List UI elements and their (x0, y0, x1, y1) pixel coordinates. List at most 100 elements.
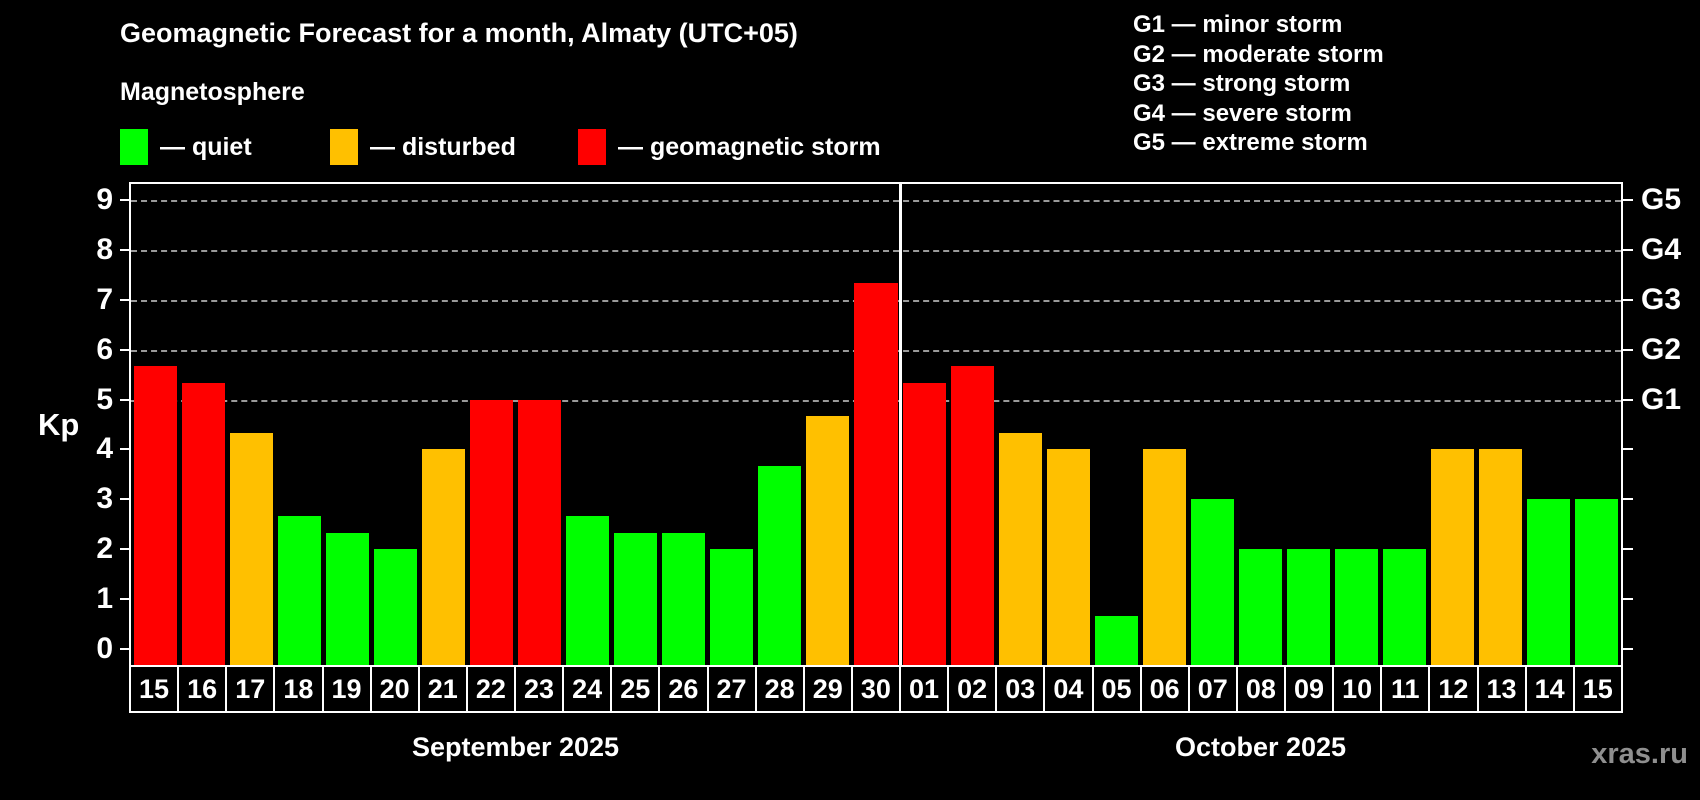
right-tick-4 (1623, 448, 1633, 451)
date-cell: 05 (1091, 667, 1140, 713)
right-tick-3 (1623, 498, 1633, 501)
date-cell: 22 (465, 667, 514, 713)
date-cell: 10 (1332, 667, 1381, 713)
kp-bar-october-01 (902, 383, 946, 665)
date-cell: 19 (321, 667, 370, 713)
date-cell: 21 (417, 667, 466, 713)
right-axis-label-g2: G2 (1641, 332, 1682, 366)
kp-bar-october-13 (1479, 449, 1523, 665)
legend-item-quiet: — quiet (120, 128, 252, 166)
kp-bar-october-12 (1431, 449, 1475, 665)
date-cell: 16 (177, 667, 226, 713)
right-tick-6 (1623, 348, 1633, 351)
month-label-october: October 2025 (1174, 732, 1347, 762)
right-axis-label-g5: G5 (1641, 183, 1682, 216)
kp-bar-september-28 (758, 465, 802, 665)
kp-bar-october-10 (1335, 549, 1379, 665)
y-tick-label-3: 3 (96, 482, 113, 516)
storm-color-swatch-icon (578, 129, 606, 165)
storm-scale-line-g2: G2 — moderate storm (1133, 40, 1384, 68)
kp-bar-september-29 (806, 416, 850, 665)
date-cell: 02 (947, 667, 996, 713)
y-tick-label-7: 7 (96, 282, 113, 316)
date-cell: 27 (706, 667, 755, 713)
kp-bar-october-08 (1238, 549, 1283, 665)
date-cell: 28 (754, 667, 803, 713)
y-tick-2 (120, 548, 129, 551)
legend-item-storm: — geomagnetic storm (578, 128, 881, 166)
right-axis-label-g3: G3 (1641, 282, 1682, 316)
y-tick-label-0: 0 (96, 632, 113, 665)
y-tick-4 (120, 448, 129, 451)
y-tick-label-9: 9 (96, 183, 113, 216)
y-tick-1 (120, 598, 129, 601)
y-tick-label-4: 4 (96, 432, 113, 466)
y-tick-label-6: 6 (96, 332, 113, 366)
chart-title: Geomagnetic Forecast for a month, Almaty… (120, 18, 798, 48)
y-tick-label-2: 2 (96, 532, 113, 566)
date-cell: 03 (995, 667, 1044, 713)
date-cell: 17 (225, 667, 274, 713)
gridline-kp9 (131, 200, 1621, 202)
kp-bar-september-15 (133, 366, 177, 665)
watermark: xras.ru (1591, 738, 1688, 770)
kp-bar-october-15 (1575, 499, 1619, 665)
y-tick-0 (120, 648, 129, 650)
date-cell: 01 (899, 667, 948, 713)
date-cell: 30 (850, 667, 899, 713)
legend-label: — disturbed (370, 132, 516, 161)
storm-scale-line-g4: G4 — severe storm (1133, 99, 1352, 127)
date-cell: 20 (369, 667, 418, 713)
kp-bar-october-11 (1383, 549, 1427, 665)
date-cell: 25 (610, 667, 659, 713)
kp-bar-september-26 (662, 532, 706, 665)
date-cell: 07 (1187, 667, 1236, 713)
y-tick-label-5: 5 (96, 382, 113, 416)
kp-bar-september-22 (469, 399, 513, 665)
right-tick-7 (1623, 298, 1633, 301)
kp-bar-october-14 (1527, 499, 1571, 665)
kp-bar-september-16 (181, 383, 225, 665)
kp-bar-october-04 (1046, 449, 1090, 665)
storm-scale-line-g1: G1 — minor storm (1133, 11, 1343, 38)
y-tick-3 (120, 498, 129, 501)
month-label-september: September 2025 (411, 732, 620, 762)
kp-bar-september-19 (325, 532, 369, 665)
kp-bar-october-09 (1287, 549, 1331, 665)
kp-bar-october-02 (950, 366, 994, 665)
y-tick-8 (120, 248, 129, 251)
kp-bar-october-06 (1142, 449, 1186, 665)
y-tick-label-8: 8 (96, 232, 113, 266)
right-tick-1 (1623, 598, 1633, 601)
kp-bar-september-30 (854, 283, 898, 665)
date-cell: 23 (514, 667, 563, 713)
kp-bar-september-21 (421, 449, 465, 665)
gridline-kp8 (131, 249, 1621, 252)
kp-bar-september-18 (277, 515, 321, 665)
right-axis-label-g4: G4 (1641, 232, 1682, 266)
right-tick-0 (1623, 648, 1633, 650)
right-tick-5 (1623, 398, 1633, 401)
quiet-color-swatch-icon (120, 129, 148, 165)
date-cell: 26 (658, 667, 707, 713)
right-axis-label-g1: G1 (1641, 382, 1682, 416)
date-cell: 11 (1380, 667, 1429, 713)
right-tick-8 (1623, 248, 1633, 251)
legend-label: — geomagnetic storm (618, 132, 881, 161)
kp-bar-september-27 (710, 549, 754, 665)
kp-bar-october-05 (1094, 615, 1138, 665)
date-cell: 14 (1524, 667, 1573, 713)
legend-item-disturbed: — disturbed (330, 128, 516, 166)
kp-bar-september-24 (566, 515, 610, 665)
kp-bar-october-07 (1190, 499, 1234, 665)
storm-scale-line-g5: G5 — extreme storm (1133, 129, 1368, 156)
y-axis-title: Kp (38, 407, 80, 442)
date-cell: 15 (129, 667, 178, 713)
date-cell: 06 (1139, 667, 1188, 713)
date-cell: 15 (1572, 667, 1623, 713)
date-cell: 04 (1043, 667, 1092, 713)
date-cell: 18 (273, 667, 322, 713)
plot-area (129, 182, 1623, 667)
date-cell: 08 (1235, 667, 1284, 713)
